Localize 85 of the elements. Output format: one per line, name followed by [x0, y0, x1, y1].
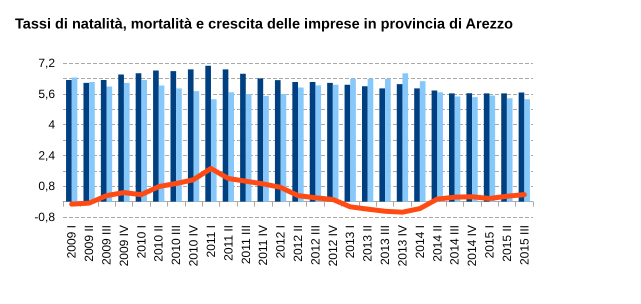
bar — [280, 94, 286, 202]
bar — [506, 98, 513, 202]
bar — [118, 74, 124, 202]
y-tick-label: 5,6 — [38, 86, 56, 101]
bar — [402, 73, 408, 202]
bar — [414, 88, 420, 202]
bar — [222, 69, 228, 202]
x-tick-label: 2014 II — [430, 225, 444, 262]
x-tick-label: 2013 I — [343, 225, 358, 258]
bar — [396, 84, 402, 202]
bar — [100, 80, 107, 202]
x-tick-label: 2009 IV — [116, 225, 131, 266]
x-tick-label: 2011 IV — [256, 225, 270, 266]
bar — [466, 93, 472, 202]
x-tick-label: 2014 I — [412, 225, 427, 258]
x-tick-label: 2011 II — [221, 225, 236, 261]
bar — [210, 99, 217, 202]
bar — [472, 97, 478, 202]
bar — [350, 78, 356, 202]
x-tick-label: 2015 I — [482, 225, 496, 258]
bar — [153, 70, 159, 202]
x-tick-label: 2011 III — [238, 225, 253, 264]
bar — [437, 92, 443, 202]
x-tick-label: 2010 III — [169, 225, 184, 266]
bar — [385, 78, 391, 202]
x-tick-label: 2011 I — [204, 225, 218, 258]
bar — [298, 87, 304, 202]
bar — [362, 86, 368, 202]
bar — [136, 73, 142, 202]
chart-title: Tassi di natalità, mortalità e crescita delle imprese in provincia di Arezzo — [15, 16, 514, 32]
y-tick-label: -0,8 — [34, 210, 56, 224]
bar — [72, 77, 78, 202]
x-tick-label: 2012 I — [274, 225, 288, 258]
x-tick-label: 2010 I — [134, 225, 148, 258]
bar — [454, 96, 460, 202]
bar — [501, 93, 507, 202]
y-tick-label: 0,8 — [38, 179, 56, 194]
bar — [368, 78, 374, 202]
bar — [240, 74, 246, 202]
bar — [141, 80, 147, 202]
x-tick-label: 2012 IV — [326, 225, 340, 266]
y-tick-label: 7,2 — [38, 56, 56, 70]
bar — [344, 84, 350, 202]
bar — [258, 78, 264, 202]
bar — [89, 82, 95, 202]
x-tick-label: 2009 III — [100, 225, 114, 266]
bar — [176, 88, 182, 202]
bar — [420, 81, 426, 202]
bar — [106, 86, 112, 202]
bar — [315, 85, 322, 202]
bar — [518, 92, 524, 202]
bar — [379, 88, 386, 202]
y-tick-label: 2,4 — [38, 148, 56, 162]
bar — [194, 91, 200, 202]
bar — [205, 66, 211, 202]
x-tick-label: 2010 II — [152, 225, 166, 262]
bar — [228, 92, 234, 202]
bar — [83, 82, 90, 202]
x-tick-label: 2012 III — [308, 225, 322, 266]
x-tick-label: 2013 II — [360, 225, 375, 262]
bar — [66, 80, 72, 202]
x-tick-label: 2014 III — [448, 225, 462, 266]
y-tick-label: 4 — [48, 118, 56, 132]
x-tick-label: 2014 IV — [465, 225, 480, 266]
x-tick-label: 2015 II — [500, 225, 514, 262]
bar — [170, 71, 176, 202]
bar — [246, 94, 252, 202]
bar — [489, 96, 496, 202]
bar — [292, 82, 298, 202]
bar — [484, 93, 490, 202]
bar — [158, 86, 164, 202]
bar — [449, 93, 455, 202]
bar — [124, 82, 130, 202]
x-tick-label: 2015 III — [517, 225, 532, 266]
x-tick-label: 2010 IV — [186, 225, 201, 266]
bar — [524, 99, 530, 202]
x-tick-label: 2013 IV — [395, 225, 410, 266]
bar — [263, 96, 269, 202]
x-tick-label: 2009 I — [64, 225, 79, 258]
x-tick-label: 2013 III — [378, 225, 392, 266]
bar — [188, 69, 194, 202]
bar — [274, 80, 281, 202]
x-tick-label: 2009 II — [82, 225, 96, 262]
x-tick-label: 2012 II — [291, 225, 305, 262]
bar — [310, 82, 316, 202]
